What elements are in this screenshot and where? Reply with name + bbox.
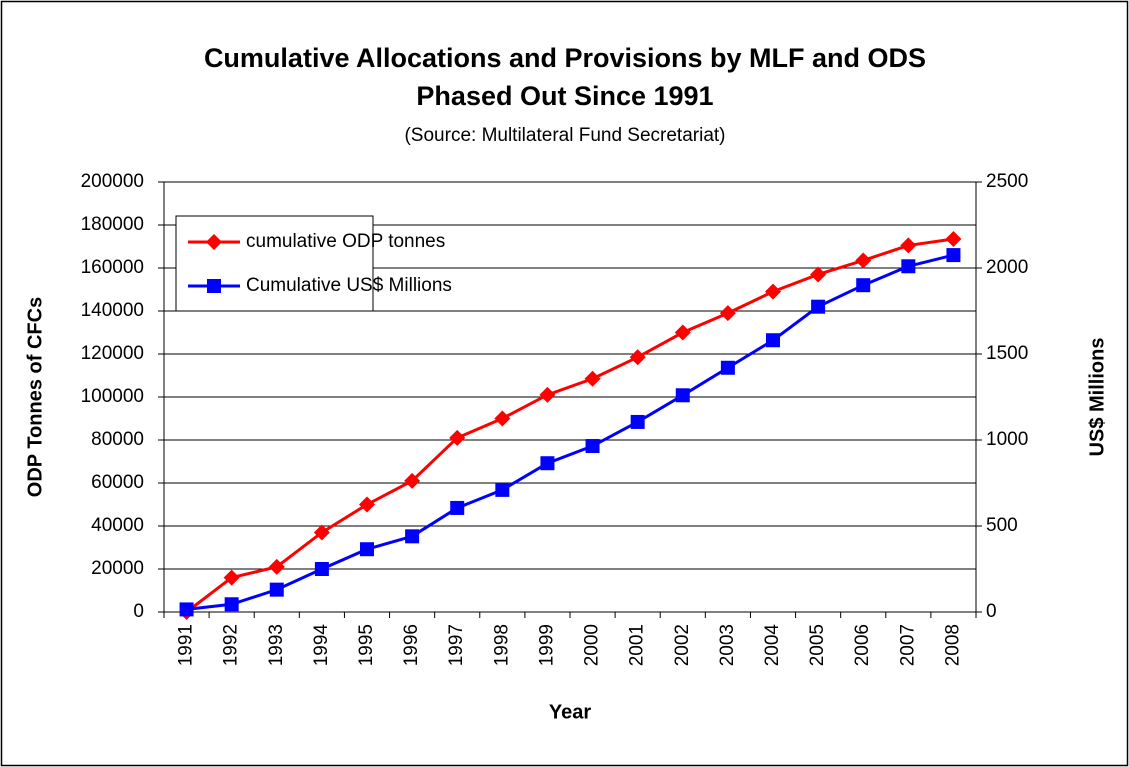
point bbox=[449, 429, 466, 446]
x-tick-label: 2002 bbox=[672, 624, 693, 666]
series-line bbox=[185, 237, 954, 614]
point bbox=[539, 386, 556, 403]
point bbox=[314, 562, 329, 576]
x-tick-label: 1999 bbox=[536, 624, 557, 666]
y2-tick-label: 2500 bbox=[986, 171, 1028, 192]
y2-tick-label: 2000 bbox=[986, 257, 1028, 278]
point bbox=[223, 569, 240, 586]
point bbox=[359, 496, 375, 513]
legend-marker bbox=[206, 234, 222, 250]
point bbox=[900, 237, 917, 254]
point bbox=[450, 500, 465, 515]
point bbox=[855, 252, 872, 269]
point bbox=[494, 410, 511, 427]
legend-box bbox=[175, 215, 374, 312]
x-tick-label: 1991 bbox=[176, 624, 197, 666]
point bbox=[856, 278, 871, 293]
y-tick-label: 100000 bbox=[81, 386, 144, 407]
x-tick-label: 1993 bbox=[266, 624, 287, 666]
y-tick-label: 60000 bbox=[91, 472, 144, 493]
point bbox=[268, 558, 285, 575]
point bbox=[946, 248, 961, 263]
y-tick-label: 80000 bbox=[91, 429, 144, 450]
x-tick-label: 2005 bbox=[807, 624, 828, 666]
point bbox=[945, 230, 962, 247]
point bbox=[585, 439, 600, 454]
point bbox=[495, 482, 510, 497]
point bbox=[360, 542, 374, 557]
legend-label: cumulative ODP tonnes bbox=[246, 231, 445, 252]
y2-tick-label: 1500 bbox=[986, 343, 1028, 364]
y2-tick-label: 500 bbox=[986, 515, 1018, 536]
x-tick-label: 1994 bbox=[311, 624, 332, 667]
x-tick-label: 2007 bbox=[897, 624, 918, 666]
y2-tick-label: 1000 bbox=[986, 429, 1028, 450]
x-tick-label: 2008 bbox=[942, 624, 963, 666]
y-tick-label: 120000 bbox=[81, 343, 144, 364]
point bbox=[584, 370, 601, 387]
point bbox=[405, 529, 420, 544]
point bbox=[179, 602, 194, 617]
y-tick-label: 160000 bbox=[81, 257, 144, 278]
point bbox=[629, 349, 646, 366]
point bbox=[675, 388, 690, 403]
point bbox=[404, 472, 421, 489]
x-tick-label: 1995 bbox=[356, 624, 377, 666]
point bbox=[224, 597, 239, 612]
y-tick-label: 40000 bbox=[91, 515, 144, 536]
y2-axis-title: US$ Millions bbox=[1086, 338, 1108, 457]
x-tick-label: 2004 bbox=[762, 624, 783, 667]
point bbox=[540, 456, 555, 471]
y-axis-title: ODP Tonnes of CFCs bbox=[24, 297, 46, 497]
y-tick-label: 180000 bbox=[81, 214, 144, 235]
point bbox=[630, 414, 645, 429]
plot-border bbox=[163, 181, 977, 613]
point bbox=[810, 266, 827, 283]
y2-tick-label: 0 bbox=[986, 601, 997, 622]
y-tick-label: 140000 bbox=[81, 300, 144, 321]
legend-marker bbox=[207, 279, 221, 293]
x-tick-label: 1998 bbox=[491, 624, 512, 666]
point bbox=[766, 333, 780, 348]
x-tick-label: 1992 bbox=[221, 624, 242, 666]
y-tick-label: 20000 bbox=[91, 558, 144, 579]
x-tick-label: 1997 bbox=[446, 624, 467, 666]
point bbox=[901, 259, 916, 274]
chart-title: Phased Out Since 1991 bbox=[416, 81, 713, 111]
point bbox=[269, 582, 284, 597]
point bbox=[674, 324, 691, 341]
series-line bbox=[186, 253, 954, 611]
x-tick-label: 2000 bbox=[582, 624, 603, 666]
x-tick-label: 2006 bbox=[852, 624, 873, 666]
x-tick-label: 1996 bbox=[401, 624, 422, 666]
x-tick-label: 2003 bbox=[717, 624, 738, 666]
point bbox=[719, 305, 736, 322]
y-tick-label: 200000 bbox=[81, 171, 144, 192]
x-tick-label: 2001 bbox=[627, 624, 648, 666]
chart-title: Cumulative Allocations and Provisions by… bbox=[204, 43, 926, 73]
point bbox=[811, 299, 826, 314]
chart-subtitle: (Source: Multilateral Fund Secretariat) bbox=[404, 125, 725, 146]
point bbox=[313, 524, 330, 541]
legend-label: Cumulative US$ Millions bbox=[246, 275, 452, 296]
y-tick-label: 0 bbox=[133, 601, 144, 622]
x-axis-title: Year bbox=[549, 701, 591, 723]
point bbox=[765, 283, 781, 300]
point bbox=[720, 360, 735, 375]
